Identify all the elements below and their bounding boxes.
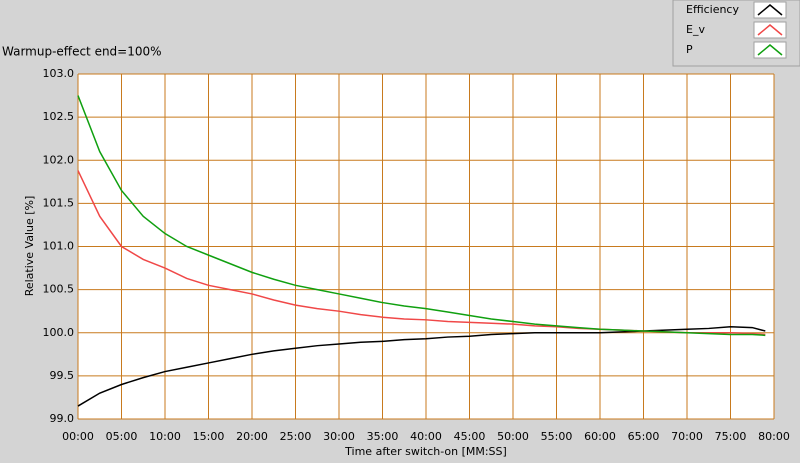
x-tick-label: 55:00 xyxy=(541,430,573,443)
x-axis-label: Time after switch-on [MM:SS] xyxy=(344,445,507,458)
legend-swatch-box xyxy=(753,21,787,39)
y-tick-label: 100.5 xyxy=(43,283,75,296)
x-tick-label: 50:00 xyxy=(497,430,529,443)
series-line xyxy=(77,325,766,407)
x-tick-label: 70:00 xyxy=(671,430,703,443)
y-tick-label: 102.0 xyxy=(43,153,75,166)
x-tick-label: 75:00 xyxy=(715,430,747,443)
y-tick-label: 101.5 xyxy=(43,196,75,209)
y-tick-label: 102.5 xyxy=(43,110,75,123)
x-tick-label: 30:00 xyxy=(323,430,355,443)
x-tick-label: 00:00 xyxy=(62,430,94,443)
x-tick-label: 10:00 xyxy=(149,430,181,443)
x-tick-label: 05:00 xyxy=(106,430,138,443)
x-tick-label: 40:00 xyxy=(410,430,442,443)
x-tick-label: 60:00 xyxy=(584,430,616,443)
legend-label: P xyxy=(686,43,693,56)
legend-label: E_v xyxy=(686,23,705,36)
series-line xyxy=(77,95,766,337)
x-tick-label: 35:00 xyxy=(367,430,399,443)
x-tick-label: 80:00 xyxy=(758,430,790,443)
x-tick-label: 25:00 xyxy=(280,430,312,443)
y-tick-label: 99.0 xyxy=(50,412,75,425)
y-tick-label: 99.5 xyxy=(50,369,75,382)
x-tick-label: 45:00 xyxy=(454,430,486,443)
legend-swatch-box xyxy=(753,41,787,59)
legend-swatch xyxy=(757,44,783,56)
x-tick-label: 65:00 xyxy=(628,430,660,443)
y-tick-label: 103.0 xyxy=(43,67,75,80)
legend-swatch xyxy=(757,24,783,36)
chart-title: Warmup-effect end=100% xyxy=(2,45,162,59)
legend-swatch-box xyxy=(753,1,787,19)
y-axis-label: Relative Value [%] xyxy=(23,196,36,297)
legend-swatch xyxy=(757,4,783,16)
legend-label: Efficiency xyxy=(686,3,739,16)
y-tick-label: 101.0 xyxy=(43,240,75,253)
x-tick-label: 15:00 xyxy=(193,430,225,443)
y-tick-label: 100.0 xyxy=(43,326,75,339)
x-tick-label: 20:00 xyxy=(236,430,268,443)
